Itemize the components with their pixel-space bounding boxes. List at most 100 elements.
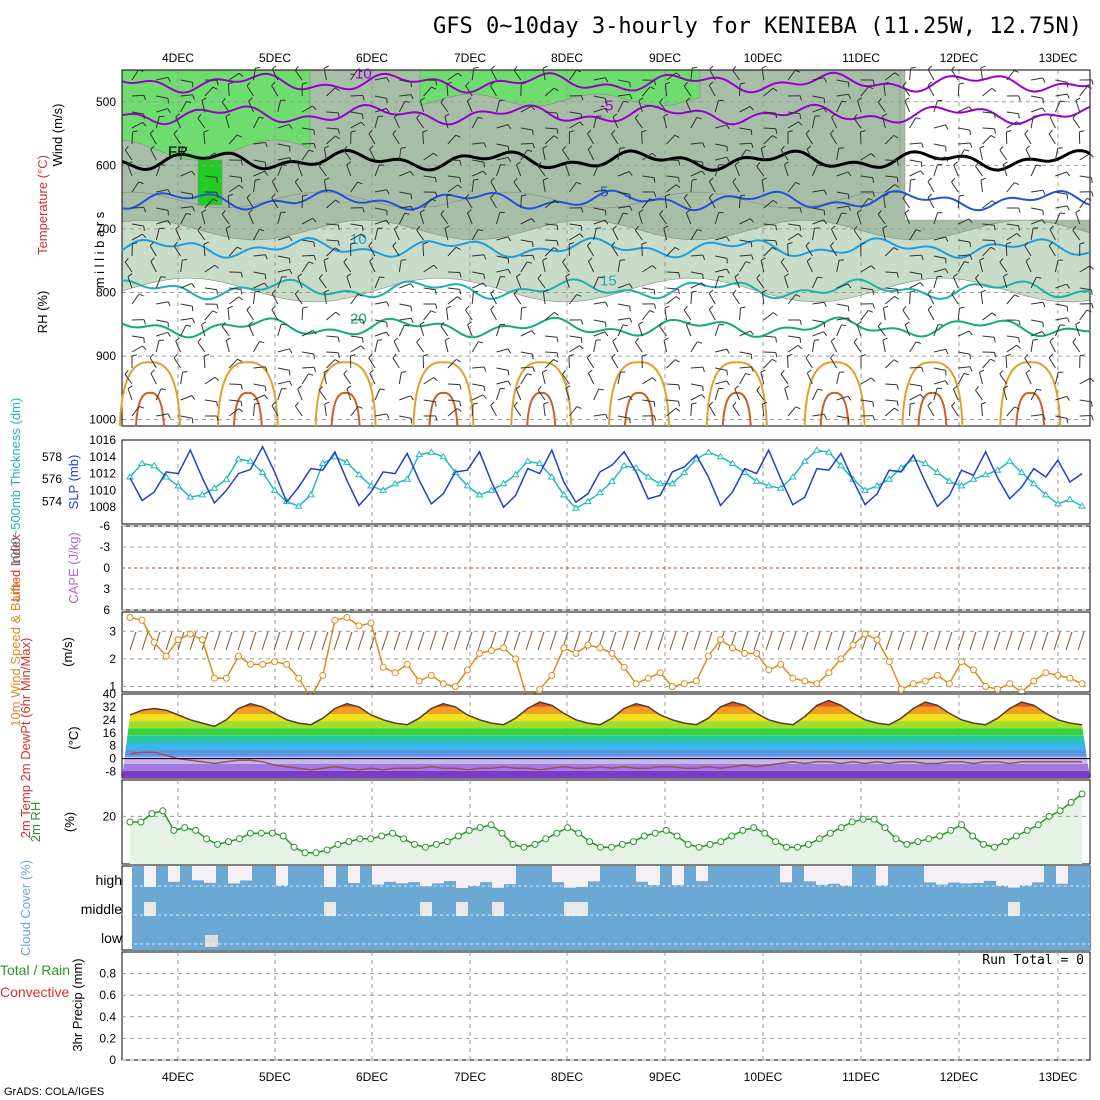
- wind-barb-flag: [422, 354, 429, 357]
- wind-speed-series-marker: [536, 685, 544, 693]
- wind-barb: [326, 247, 336, 257]
- wind-barb-flag: [400, 147, 406, 149]
- wind-barb-flag: [362, 337, 364, 343]
- wind-barb-flag: [762, 289, 768, 293]
- cloud-high-gap: [444, 866, 456, 882]
- wind-barb-flag: [385, 220, 390, 225]
- wind-barb-flag: [446, 305, 452, 309]
- wind-barb-flag: [638, 97, 644, 101]
- wind-barb: [472, 159, 485, 163]
- wind-barb: [760, 260, 765, 273]
- wind-barb-flag: [401, 371, 407, 373]
- wind-barb-flag: [457, 296, 462, 301]
- wind-barb: [204, 86, 214, 97]
- wind-barb: [369, 149, 376, 161]
- wind-barb-flag: [628, 171, 633, 176]
- wind-barb: [714, 324, 720, 337]
- wind-barb-flag: [302, 82, 308, 85]
- wind-barb-flag: [238, 408, 243, 413]
- rh2m-series-marker: [498, 829, 506, 837]
- wind-barb-flag: [410, 318, 414, 323]
- wind-barb: [593, 189, 606, 193]
- wind-speed-series-marker: [873, 636, 881, 644]
- wind-barb-flag: [1089, 377, 1095, 382]
- wind-barb-flag: [817, 388, 823, 391]
- wind-barb: [1055, 191, 1068, 195]
- wind-barb: [346, 164, 352, 177]
- wind-barb-flag: [927, 65, 933, 70]
- wind-barb: [520, 373, 528, 385]
- wind-barb: [909, 254, 922, 257]
- wind-barb: [490, 197, 497, 209]
- wind-barb-flag: [192, 318, 195, 324]
- rh2m-series-marker: [695, 843, 703, 851]
- wind-barb-flag: [756, 162, 761, 167]
- wind-barb-flag: [404, 324, 410, 327]
- wind-barb-flag: [1002, 161, 1008, 165]
- wind-barb-flag: [860, 242, 866, 245]
- wind-barb: [739, 307, 741, 321]
- wind-barb-flag: [1091, 177, 1093, 183]
- wind-barb-flag: [259, 341, 265, 344]
- wind-barb: [1025, 260, 1032, 273]
- wind-barb: [1055, 283, 1067, 289]
- wind-barb: [1030, 228, 1034, 241]
- wind-barb: [952, 388, 959, 401]
- wind-barb-flag: [521, 82, 527, 85]
- wind-barb: [690, 159, 703, 163]
- wind-barb: [812, 413, 825, 417]
- wind-barb-flag: [401, 259, 407, 261]
- wind-barb-flag: [143, 225, 145, 231]
- wind-barb: [1049, 229, 1056, 241]
- wind-barb-flag: [553, 135, 559, 139]
- wind-barb: [1006, 223, 1019, 227]
- wind-barb: [301, 373, 309, 385]
- wind-barb-flag: [893, 359, 899, 363]
- wind-barb: [957, 218, 970, 225]
- wind-barb-flag: [641, 242, 647, 245]
- rh2m-series-marker: [192, 826, 200, 834]
- wind-barb-flag: [641, 129, 647, 133]
- wind-barb: [374, 77, 387, 81]
- wind-barb: [690, 170, 703, 177]
- wind-barb-flag: [313, 367, 317, 373]
- thickness-series-marker: [921, 459, 930, 466]
- wind-barb: [1002, 164, 1008, 177]
- wind-barb-flag: [440, 98, 445, 103]
- wind-barb-flag: [127, 161, 133, 166]
- wind-barb-flag: [691, 290, 697, 293]
- wind-barb: [1079, 287, 1092, 291]
- thickness-series-marker: [391, 479, 399, 487]
- wind-barb: [465, 309, 473, 321]
- surface-wind-barb: [633, 631, 641, 651]
- wind-barb: [958, 351, 971, 355]
- date-label-top: 10DEC: [744, 51, 783, 65]
- wind-barb-flag: [847, 283, 852, 289]
- wind-barb-flag: [799, 337, 802, 343]
- thickness-series-marker: [957, 481, 966, 489]
- thickness-series-marker: [487, 486, 496, 493]
- wind-barb-flag: [806, 145, 812, 150]
- wind-barb-flag: [1014, 182, 1020, 186]
- wind-barb-flag: [337, 128, 340, 134]
- thickness-series-marker: [150, 461, 158, 469]
- wind-barb: [537, 166, 546, 177]
- wind-barb: [811, 276, 818, 289]
- wind-barb-flag: [702, 366, 705, 372]
- wind-barb: [228, 296, 240, 305]
- wind-barb: [465, 197, 473, 209]
- wind-barb-flag: [958, 82, 965, 85]
- wind-barb-flag: [799, 207, 802, 213]
- surface-wind-barb: [213, 631, 221, 651]
- cloud-mid-gap: [564, 902, 576, 916]
- wind-barb: [346, 388, 352, 401]
- surface-wind-barb: [453, 631, 461, 651]
- wind-barb-flag: [143, 319, 146, 325]
- wind-barb: [884, 295, 895, 305]
- wind-barb: [885, 271, 898, 274]
- wind-barb: [180, 101, 187, 113]
- wind-barb: [958, 254, 971, 257]
- wind10m-panel: [121, 611, 1091, 704]
- cloud-mid-gap: [456, 902, 468, 916]
- wind-barb-flag: [580, 319, 584, 325]
